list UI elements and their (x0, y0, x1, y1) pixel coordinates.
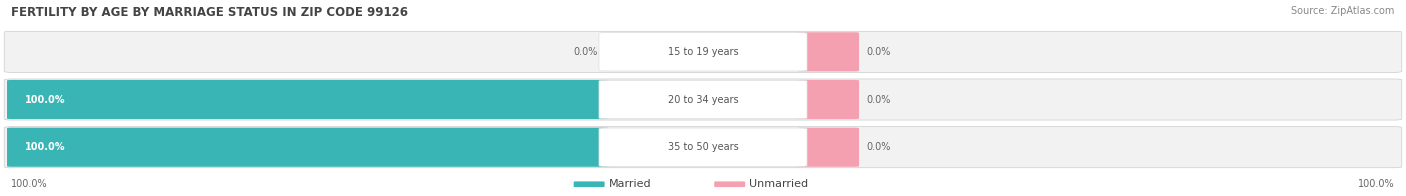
FancyBboxPatch shape (599, 33, 807, 71)
Text: Source: ZipAtlas.com: Source: ZipAtlas.com (1291, 6, 1395, 16)
Text: 20 to 34 years: 20 to 34 years (668, 94, 738, 104)
Text: 100.0%: 100.0% (25, 94, 66, 104)
FancyBboxPatch shape (4, 127, 1402, 168)
Text: 0.0%: 0.0% (866, 94, 890, 104)
FancyBboxPatch shape (599, 80, 807, 119)
Text: 100.0%: 100.0% (11, 179, 48, 189)
Text: 0.0%: 0.0% (866, 47, 890, 57)
FancyBboxPatch shape (599, 128, 807, 166)
FancyBboxPatch shape (7, 128, 609, 167)
FancyBboxPatch shape (4, 31, 1402, 72)
Text: 100.0%: 100.0% (25, 142, 66, 152)
FancyBboxPatch shape (797, 128, 859, 167)
Text: 0.0%: 0.0% (866, 142, 890, 152)
FancyBboxPatch shape (7, 80, 609, 119)
FancyBboxPatch shape (4, 79, 1402, 120)
Text: 15 to 19 years: 15 to 19 years (668, 47, 738, 57)
FancyBboxPatch shape (574, 181, 605, 187)
FancyBboxPatch shape (797, 32, 859, 71)
FancyBboxPatch shape (797, 80, 859, 119)
FancyBboxPatch shape (714, 181, 745, 187)
Text: Unmarried: Unmarried (749, 179, 808, 189)
Text: Married: Married (609, 179, 651, 189)
Text: 35 to 50 years: 35 to 50 years (668, 142, 738, 152)
Text: 0.0%: 0.0% (574, 47, 598, 57)
Text: FERTILITY BY AGE BY MARRIAGE STATUS IN ZIP CODE 99126: FERTILITY BY AGE BY MARRIAGE STATUS IN Z… (11, 6, 408, 19)
Text: 100.0%: 100.0% (1358, 179, 1395, 189)
